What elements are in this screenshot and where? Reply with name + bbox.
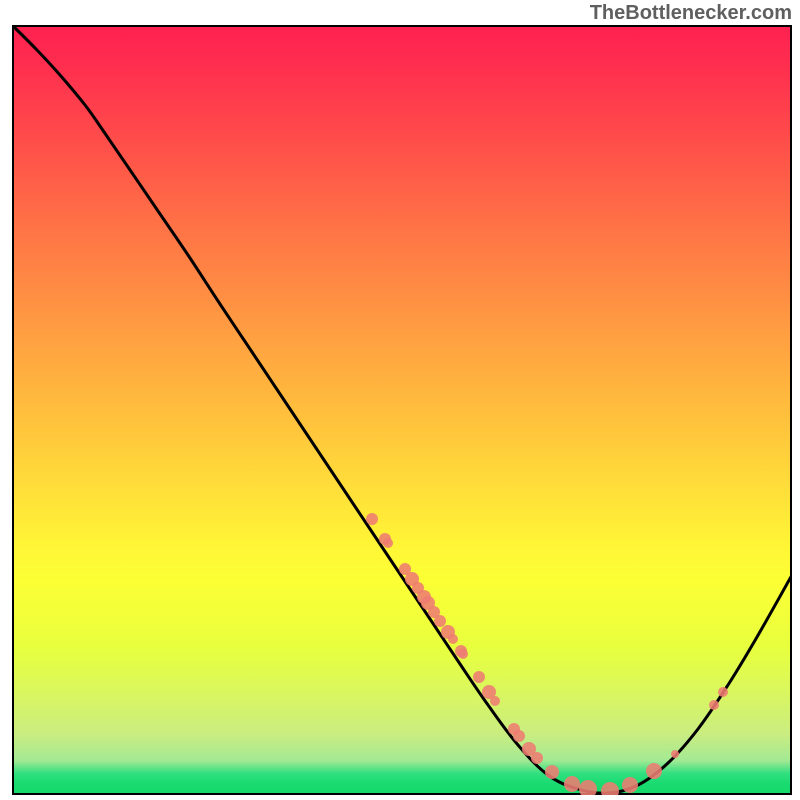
data-marker xyxy=(434,615,446,627)
data-marker xyxy=(513,730,525,742)
data-marker xyxy=(718,687,728,697)
data-marker xyxy=(545,765,559,779)
data-marker xyxy=(671,750,679,758)
data-marker xyxy=(448,634,458,644)
data-marker xyxy=(383,538,393,548)
data-marker xyxy=(622,777,638,793)
data-marker xyxy=(709,700,719,710)
data-marker xyxy=(473,671,485,683)
watermark-text: TheBottlenecker.com xyxy=(590,2,792,25)
plot-area xyxy=(12,25,792,795)
data-marker xyxy=(490,696,500,706)
data-marker xyxy=(458,649,468,659)
chart-svg xyxy=(12,25,792,795)
data-marker xyxy=(564,776,580,792)
data-marker xyxy=(646,763,662,779)
chart-background xyxy=(12,25,792,795)
data-marker xyxy=(531,752,543,764)
figure-root: TheBottlenecker.com xyxy=(0,0,800,800)
data-marker xyxy=(366,513,378,525)
